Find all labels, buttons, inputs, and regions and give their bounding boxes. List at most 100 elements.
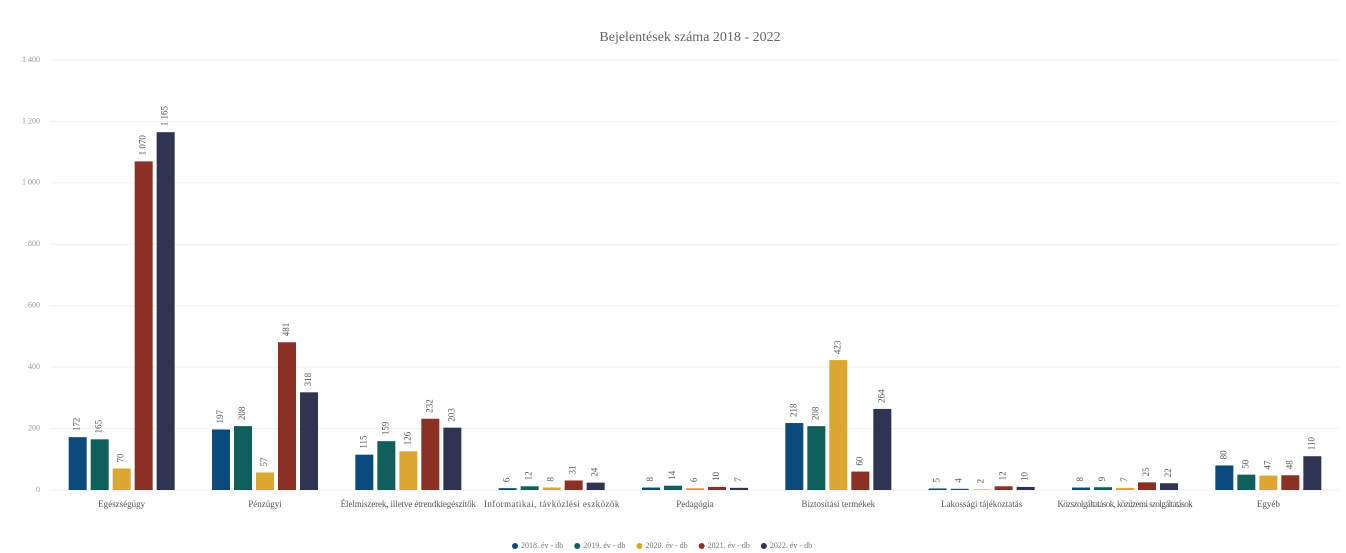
- x-tick-label: Egészségügy: [98, 499, 145, 509]
- value-label: 218: [788, 403, 798, 417]
- bar: [355, 454, 374, 490]
- bar: [156, 132, 175, 490]
- bar: [278, 342, 296, 490]
- value-label: 126: [402, 431, 412, 445]
- value-label: 318: [303, 372, 313, 386]
- bar: [377, 441, 396, 490]
- bar: [134, 161, 153, 490]
- value-label: 70: [116, 453, 126, 463]
- value-label: 24: [590, 467, 600, 477]
- value-label: 423: [832, 340, 842, 354]
- bar: [520, 486, 539, 490]
- bar: [829, 360, 848, 490]
- legend-marker: [698, 543, 705, 549]
- value-label: 1 070: [138, 135, 148, 156]
- x-tick-label: Pénzügyi: [248, 499, 282, 509]
- legend-label: 2018. év - db: [521, 541, 563, 550]
- value-label: 9: [1097, 476, 1107, 481]
- value-label: 7: [733, 477, 743, 482]
- legend-marker: [512, 543, 518, 549]
- value-label: 264: [876, 389, 886, 403]
- value-label: 232: [424, 399, 434, 413]
- bar: [1281, 475, 1300, 490]
- bar: [851, 471, 870, 490]
- chart-title: Bejelentések száma 2018 - 2022: [599, 30, 780, 45]
- value-label: 48: [1284, 460, 1294, 470]
- value-label: 4: [954, 478, 964, 483]
- bar: [1138, 482, 1156, 490]
- bar: [642, 487, 660, 490]
- y-tick-label: 800: [28, 239, 40, 248]
- bar: [1215, 465, 1234, 490]
- bar: [256, 472, 274, 490]
- legend-marker: [636, 543, 643, 549]
- bar: [399, 451, 418, 490]
- value-label: 165: [94, 419, 104, 433]
- value-label: 5: [932, 477, 942, 482]
- bar: [443, 427, 462, 490]
- bar: [1072, 487, 1090, 490]
- x-tick-label: Pedagógia: [676, 499, 714, 509]
- bar: [785, 423, 804, 490]
- y-tick-label: 600: [28, 301, 40, 310]
- value-label: 203: [446, 408, 456, 422]
- bar: [542, 487, 561, 490]
- bar: [234, 426, 252, 490]
- x-tick-label: Közszolgáltatások, közüzemi szolgáltatás…: [1057, 499, 1193, 509]
- bar: [686, 488, 704, 490]
- bar: [421, 418, 440, 490]
- value-label: 8: [1075, 477, 1085, 482]
- y-tick-label: 0: [36, 485, 40, 494]
- value-label: 8: [546, 477, 556, 482]
- value-label: 25: [1141, 467, 1151, 477]
- bar: [90, 439, 109, 490]
- bar: [1237, 474, 1256, 490]
- legend-label: 2021. év - db: [708, 541, 750, 550]
- bar: [112, 468, 131, 490]
- x-tick-label: Lakossági tájékoztatás: [941, 499, 1023, 509]
- value-label: 80: [1218, 450, 1228, 460]
- bar: [972, 489, 991, 490]
- bar: [586, 482, 605, 490]
- bar: [1016, 486, 1035, 490]
- value-label: 22: [1163, 468, 1173, 477]
- value-label: 159: [380, 421, 390, 435]
- value-label: 110: [1306, 437, 1316, 451]
- x-tick-label: Egyéb: [1257, 499, 1280, 509]
- bar: [873, 408, 892, 490]
- bar: [1259, 475, 1278, 490]
- value-label: 115: [358, 435, 368, 449]
- value-label: 208: [810, 406, 820, 420]
- value-label: 2: [976, 479, 986, 484]
- legend-marker: [760, 543, 767, 549]
- value-label: 12: [998, 471, 1008, 480]
- value-label: 47: [1262, 460, 1272, 470]
- value-label: 1 165: [160, 105, 170, 126]
- value-label: 12: [524, 471, 534, 480]
- value-label: 7: [1119, 477, 1129, 482]
- y-tick-label: 400: [28, 362, 40, 371]
- y-tick-label: 200: [28, 423, 40, 432]
- bar: [807, 426, 826, 490]
- value-label: 14: [667, 470, 677, 480]
- value-label: 6: [689, 477, 699, 482]
- value-label: 10: [1020, 471, 1030, 481]
- bar: [1116, 487, 1134, 490]
- y-tick-label: 1 400: [22, 55, 40, 64]
- value-label: 57: [259, 457, 269, 467]
- value-label: 208: [237, 406, 247, 420]
- value-label: 10: [711, 471, 721, 481]
- value-label: 8: [645, 477, 655, 482]
- bar: [1160, 483, 1178, 490]
- bar: [994, 486, 1013, 490]
- bar: [564, 480, 583, 490]
- bar: [68, 437, 87, 490]
- value-label: 6: [502, 477, 512, 482]
- bar: [664, 485, 682, 490]
- y-tick-label: 1 200: [22, 116, 40, 125]
- legend-label: 2019. év - db: [583, 541, 625, 550]
- legend-label: 2020. év - db: [645, 541, 687, 550]
- bar: [300, 392, 318, 490]
- x-tick-label: Biztosítási termékek: [801, 499, 875, 509]
